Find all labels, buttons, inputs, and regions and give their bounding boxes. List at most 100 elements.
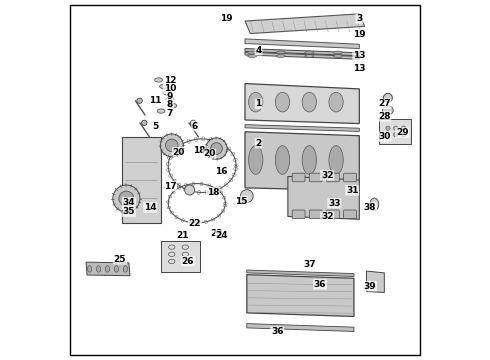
Text: 7: 7 [167,109,173,118]
Text: 12: 12 [164,76,176,85]
Ellipse shape [333,55,343,58]
Text: 19: 19 [220,14,233,23]
Ellipse shape [157,109,165,113]
Text: 20: 20 [173,148,185,157]
FancyBboxPatch shape [309,173,322,182]
Text: 19: 19 [353,30,366,39]
Ellipse shape [137,98,142,103]
Ellipse shape [370,198,379,211]
Polygon shape [367,271,384,293]
FancyBboxPatch shape [161,242,200,272]
Text: 20: 20 [203,149,216,158]
Text: 26: 26 [182,257,194,266]
Text: 38: 38 [364,203,376,212]
Ellipse shape [305,55,314,58]
Text: 27: 27 [378,99,391,108]
Ellipse shape [160,84,168,89]
Ellipse shape [163,91,171,95]
Circle shape [241,190,253,203]
Text: 29: 29 [396,128,409,137]
FancyBboxPatch shape [292,210,305,219]
Text: 33: 33 [328,199,341,208]
Ellipse shape [329,146,343,174]
Ellipse shape [386,132,390,137]
Text: 6: 6 [192,122,198,131]
Polygon shape [245,49,359,56]
Polygon shape [86,262,130,276]
Polygon shape [245,14,365,33]
Ellipse shape [383,93,392,102]
Ellipse shape [333,51,343,54]
Text: 37: 37 [303,260,316,269]
Ellipse shape [383,106,393,115]
Text: 16: 16 [216,167,228,176]
Text: 28: 28 [378,112,391,121]
Ellipse shape [393,126,398,130]
Ellipse shape [166,97,174,102]
Polygon shape [122,137,161,223]
Ellipse shape [97,266,100,272]
Circle shape [166,139,178,152]
Polygon shape [245,125,359,131]
Ellipse shape [88,266,92,272]
Text: 9: 9 [167,92,173,101]
Circle shape [206,138,227,159]
Text: 21: 21 [176,231,189,240]
Ellipse shape [386,126,390,130]
Ellipse shape [275,146,290,174]
Ellipse shape [105,266,110,272]
Circle shape [160,134,183,157]
Ellipse shape [329,92,343,112]
Polygon shape [247,270,354,276]
Ellipse shape [191,120,196,126]
Text: 2: 2 [255,139,262,148]
Polygon shape [247,275,354,316]
Text: 18: 18 [207,188,219,197]
Text: 10: 10 [164,84,176,93]
Polygon shape [288,176,359,219]
Text: 13: 13 [353,64,366,73]
Text: 32: 32 [321,212,333,221]
Text: 36: 36 [271,327,283,336]
Ellipse shape [169,104,177,108]
Text: 14: 14 [144,203,157,212]
Text: 15: 15 [235,197,247,206]
Text: 31: 31 [346,186,358,195]
Text: 24: 24 [216,231,228,240]
Text: 35: 35 [122,207,135,216]
FancyBboxPatch shape [309,210,322,219]
FancyBboxPatch shape [326,173,339,182]
Text: 18: 18 [193,146,205,155]
Ellipse shape [247,51,257,54]
Text: 25: 25 [114,255,126,264]
Text: 5: 5 [152,122,159,131]
Circle shape [113,185,140,212]
FancyBboxPatch shape [343,173,356,182]
Polygon shape [245,132,359,191]
Ellipse shape [302,92,317,112]
Circle shape [211,143,222,154]
Text: 13: 13 [353,51,366,60]
Ellipse shape [302,146,317,174]
Text: 1: 1 [255,99,262,108]
Polygon shape [245,52,359,59]
Text: 34: 34 [122,198,135,207]
Ellipse shape [276,51,285,54]
Ellipse shape [401,126,406,130]
Ellipse shape [155,78,163,82]
Text: 23: 23 [210,229,222,238]
Ellipse shape [142,120,147,126]
Polygon shape [247,324,354,332]
Text: 39: 39 [364,282,376,291]
Ellipse shape [114,266,119,272]
Text: 22: 22 [189,219,201,228]
Polygon shape [245,39,359,49]
Text: 30: 30 [378,132,391,141]
Ellipse shape [275,92,290,112]
Text: 3: 3 [356,14,363,23]
Circle shape [185,185,195,195]
FancyBboxPatch shape [292,173,305,182]
Ellipse shape [393,132,398,137]
Ellipse shape [248,146,263,174]
Text: 32: 32 [321,171,333,180]
